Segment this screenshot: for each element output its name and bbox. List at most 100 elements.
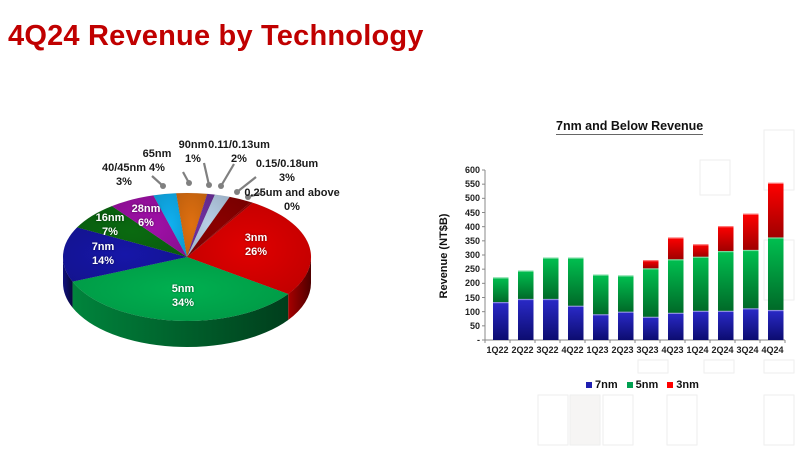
x-tick-label: 3Q22: [536, 345, 559, 355]
y-tick-label: -: [477, 335, 480, 345]
pie-slice-28nm: [111, 195, 188, 258]
bar-3Q24-7nm: [743, 308, 759, 340]
bar-3Q24-3nm: [743, 213, 759, 250]
pie-side-7nm: [63, 257, 73, 308]
pie-label-28nm: 28nm 6%: [96, 202, 196, 230]
y-tick-label: 200: [464, 278, 480, 289]
y-tick-label: 300: [464, 250, 480, 260]
bar-1Q23-7nm: [593, 314, 609, 340]
x-tick-label: 2Q23: [611, 345, 634, 355]
slide-title: 4Q24 Revenue by Technology: [8, 20, 424, 52]
bar-3Q22-7nm: [543, 298, 559, 340]
bar-1Q24-5nm: [693, 256, 709, 311]
y-tick-label: 150: [464, 292, 480, 303]
pie-label-0-15-0-18um: 0.15/0.18um 3%: [237, 157, 337, 185]
legend-label: 3nm: [676, 379, 699, 391]
bar-3Q24-5nm: [743, 249, 759, 309]
pie-label-name: 16nm: [95, 212, 125, 224]
pie-label-percent: 6%: [138, 217, 154, 229]
legend-item-5nm: 5nm: [626, 379, 659, 391]
bar-1Q24-7nm: [693, 310, 709, 340]
bar-4Q23-7nm: [668, 312, 684, 340]
legend-swatch-7nm-icon: [586, 382, 592, 388]
pie-label-name: 90nm: [178, 139, 208, 151]
pie-label-percent: 0%: [284, 201, 300, 213]
y-tick-label: 550: [464, 179, 480, 190]
bar-chart-legend: 7nm 5nm 3nm: [586, 379, 699, 391]
y-tick-label: 250: [464, 264, 480, 275]
bar-1Q22-5nm: [493, 277, 509, 303]
pie-label-name: 3nm: [244, 232, 268, 244]
pie-label-name: 0.15/0.18um: [255, 158, 319, 170]
pie-slice-65nm: [175, 192, 208, 258]
y-tick-label: 600: [464, 165, 480, 175]
pie-slice-5nm: [72, 256, 289, 322]
pie-label-7nm: 7nm 14%: [53, 240, 153, 268]
pie-label-name: 40/45nm: [101, 162, 147, 174]
pie-slice-40/45nm: [152, 192, 188, 258]
pie-label-0-25um-and-above: 0.25um and above 0%: [242, 186, 342, 214]
y-tick-label: 400: [464, 221, 480, 232]
y-tick-label: 500: [464, 193, 480, 204]
bar-3Q23-5nm: [643, 268, 659, 317]
bar-1Q22-7nm: [493, 302, 509, 340]
technology-pie-chart: 3nm 26% 5nm 34% 7nm 14% 16nm 7% 28nm 6% 40/45nm 3% 6…: [53, 138, 342, 347]
pie-chart-graphic: [62, 162, 312, 347]
x-tick-label: 4Q22: [561, 345, 584, 355]
bar-4Q23-3nm: [668, 237, 684, 260]
bar-2Q24-3nm: [718, 226, 734, 252]
bar-4Q22-5nm: [568, 257, 584, 306]
bar-2Q23-7nm: [618, 311, 634, 340]
bar-2Q23-5nm: [618, 275, 634, 312]
bar-2Q24-7nm: [718, 310, 734, 340]
y-tick-label: 50: [469, 320, 480, 331]
pie-slice-0.15/0.18um: [186, 196, 252, 258]
pie-top-faces: [62, 192, 312, 322]
x-tick-label: 3Q23: [636, 345, 659, 355]
y-tick-label: 100: [464, 306, 480, 317]
bar-chart-title: 7nm and Below Revenue: [556, 119, 704, 135]
bar-1Q23-5nm: [593, 274, 609, 315]
x-tick-label: 1Q23: [586, 345, 609, 355]
y-tick-label: 350: [464, 235, 480, 246]
pie-label-5nm: 5nm 34%: [133, 282, 233, 310]
pie-side-5nm: [72, 281, 289, 347]
pie-label-percent: 1%: [185, 153, 201, 165]
bar-4Q24-3nm: [768, 182, 784, 238]
pie-label-90nm: 90nm 1%: [143, 138, 243, 166]
bar-2Q24-5nm: [718, 251, 734, 311]
bar-3Q23-3nm: [643, 260, 659, 269]
legend-swatch-3nm-icon: [667, 382, 674, 388]
bar-2Q22-7nm: [518, 298, 534, 340]
pie-label-3nm: 3nm 26%: [206, 231, 306, 259]
x-tick-label: 3Q24: [736, 345, 759, 355]
pie-label-name: 5nm: [171, 283, 195, 295]
pie-leader-lines: [151, 162, 263, 200]
pie-side-3nm: [288, 257, 311, 321]
pie-slice-0.11/0.13um: [186, 194, 231, 258]
bar-4Q22-7nm: [568, 305, 584, 340]
bar-4Q24-5nm: [768, 237, 784, 310]
pie-label-percent: 34%: [171, 297, 195, 309]
bar-2Q22-5nm: [518, 270, 534, 299]
pie-label-percent: 3%: [279, 172, 295, 184]
bar-3Q23-7nm: [643, 316, 659, 340]
pie-label-16nm: 16nm 7%: [60, 211, 160, 239]
bar-1Q24-3nm: [693, 244, 709, 257]
pie-label-percent: 4%: [149, 162, 165, 174]
x-tick-label: 2Q24: [711, 345, 734, 355]
legend-label: 5nm: [635, 379, 659, 391]
pie-label-name: 0.25um and above: [244, 187, 340, 199]
legend-item-7nm: 7nm: [586, 379, 618, 391]
pie-label-percent: 7%: [102, 226, 118, 238]
pie-slice-3nm: [186, 202, 312, 295]
pie-slice-0.25um and above: [186, 201, 254, 258]
bar-3Q22-5nm: [543, 257, 559, 299]
x-tick-label: 4Q24: [761, 345, 784, 355]
pie-slice-16nm: [76, 205, 188, 258]
pie-side-walls: [63, 257, 311, 347]
y-tick-label: 450: [464, 207, 480, 218]
pie-label-percent: 3%: [116, 176, 132, 188]
x-tick-label: 2Q22: [511, 345, 534, 355]
